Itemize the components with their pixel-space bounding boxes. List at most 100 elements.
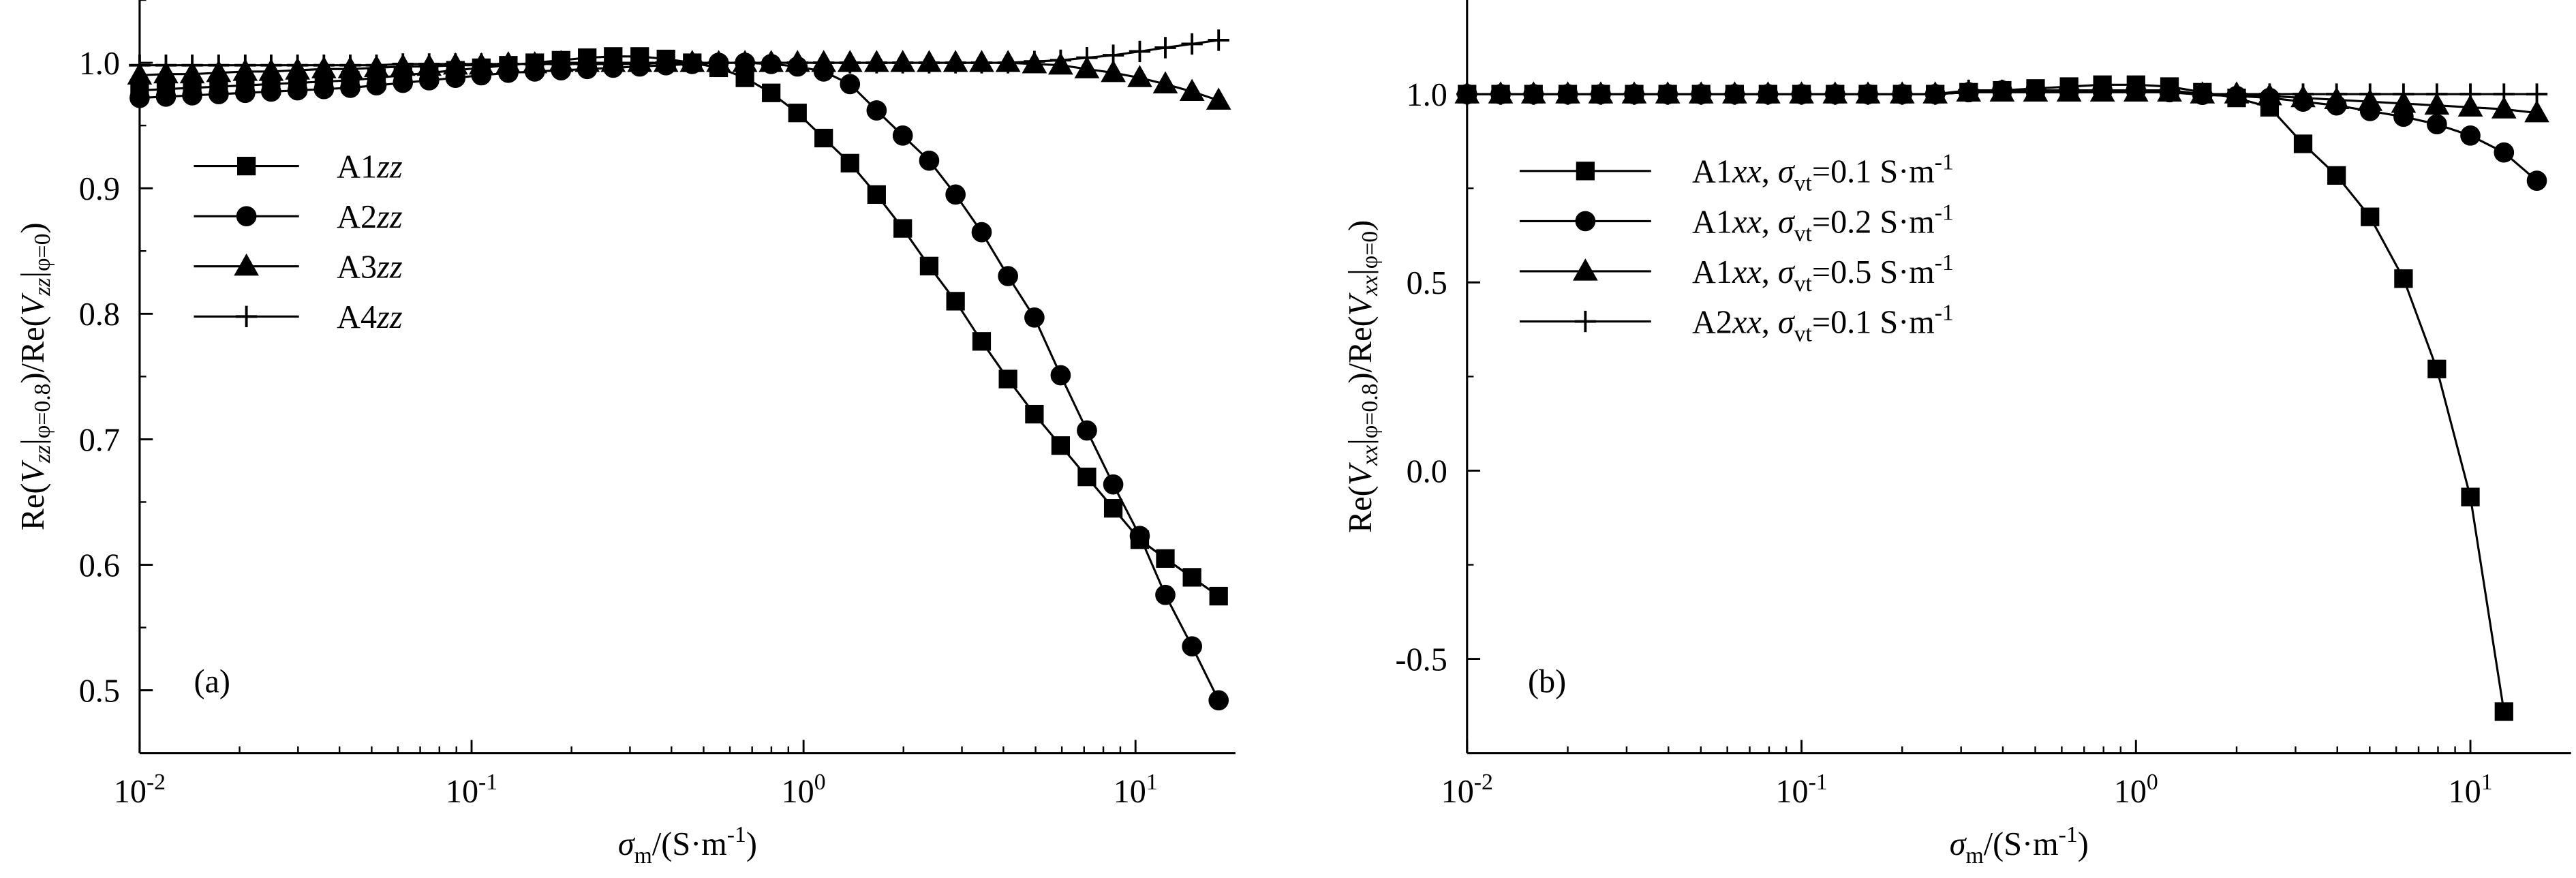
marker [788,104,807,123]
legend-label: A1xx, σvt=0.2 S·m-1 [1692,200,1954,246]
marker [1103,499,1123,518]
marker [2494,702,2513,721]
text-part: =0.2 S·m [1812,204,1935,240]
text-part: -1 [2059,822,2078,847]
marker [971,222,992,243]
tick-base: 10 [1114,774,1146,810]
marker [524,53,546,75]
marker [2459,83,2481,105]
marker [470,53,492,75]
legend-label: A2xx, σvt=0.1 S·m-1 [1692,300,1954,346]
text-part: Re( [1343,485,1379,533]
y-tick-label: 0.6 [79,547,120,584]
marker [1490,83,1512,105]
text-part: , [1762,204,1778,240]
marker [1155,584,1176,605]
marker [418,53,440,75]
text-part: σ [1778,254,1796,290]
text-part: ) [1343,220,1379,231]
marker [2427,359,2447,378]
y-tick-label: 0.5 [79,673,120,710]
marker [1024,307,1045,328]
tick-base: 10 [782,774,814,810]
marker [1129,40,1151,63]
marker [707,52,730,74]
x-axis-label: σm/(S·m-1) [618,822,757,868]
text-part: -1 [1935,149,1954,175]
marker [444,53,466,75]
x-tick-label: 10-1 [1775,770,1827,810]
text-part: σ [1778,304,1796,340]
marker [2192,83,2213,105]
marker [1077,468,1097,487]
marker [366,75,387,96]
marker [497,53,519,75]
marker [313,78,335,100]
text-part: φ=0.8 [1358,383,1383,438]
marker [2394,269,2413,288]
marker [1103,474,1124,495]
marker [2326,83,2348,105]
text-part: =0.1 S·m [1812,304,1935,340]
text-part: m [634,843,652,868]
y-tick-label: 0.7 [79,422,120,458]
marker [918,52,940,74]
marker [893,219,913,238]
tick-base: 10 [446,774,478,810]
y-tick-label: 1.0 [1407,77,1447,113]
marker [1050,365,1071,386]
marker [1179,78,1205,102]
marker [997,52,1019,74]
marker [945,184,966,205]
text-part: )/Re( [1343,316,1379,383]
marker [1181,33,1203,55]
marker [235,82,256,104]
marker [2524,100,2549,123]
text-part: -1 [1935,300,1954,325]
text-part: A2 [1692,304,1732,340]
marker [2461,487,2480,506]
text-part: xx [1732,304,1762,340]
text-part: , [1762,154,1778,190]
marker [393,72,414,93]
text-part: φ=0 [1358,231,1383,269]
tick-exponent: -1 [478,770,497,795]
marker [550,53,572,75]
marker [1958,79,1980,102]
x-tick-label: 100 [782,770,826,810]
marker [865,52,888,74]
text-part: σ [1778,154,1796,190]
marker [2125,79,2147,102]
text-part: V [15,292,51,316]
marker [2426,83,2448,105]
text-part: | [1343,269,1379,275]
marker [2457,94,2483,117]
legend-label: A1xx, σvt=0.5 S·m-1 [1692,250,1954,297]
text-part: zz [30,445,55,464]
text-part: A1 [337,149,377,185]
text-part: A4 [337,299,377,335]
text-part: Re( [15,483,51,531]
text-part: V [1343,292,1379,316]
marker [1156,549,1175,568]
text-part: vt [1794,171,1813,196]
text-part: | [15,438,51,445]
marker [1790,83,1813,105]
y-tick-label: 0.8 [79,297,120,333]
marker [919,150,940,171]
legend-label: A4zz [337,299,403,335]
marker [2491,96,2517,119]
text-part: zz [30,278,55,297]
marker [919,256,939,275]
tick-exponent: 0 [2147,770,2158,795]
marker [1623,83,1645,105]
marker [2526,170,2547,191]
marker [814,128,833,148]
text-part: zz [376,199,403,235]
y-axis-label: Re(Vxx|φ=0.8)/Re(Vxx|φ=0) [1343,220,1383,533]
marker [945,52,966,74]
marker [2493,83,2515,105]
marker [2361,207,2380,226]
text-part: xx [1732,154,1762,190]
tick-base: 10 [2448,774,2481,810]
